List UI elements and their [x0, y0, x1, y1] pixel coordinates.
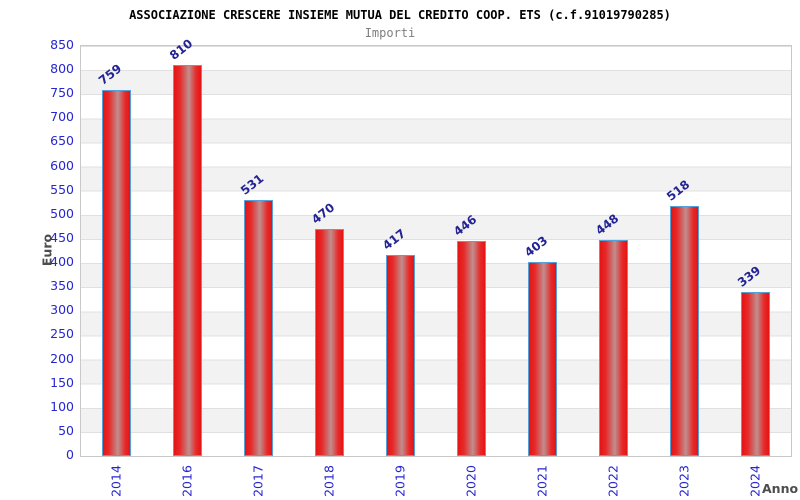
y-tick-label: 150	[50, 374, 74, 390]
bar	[741, 292, 770, 456]
bar	[244, 199, 273, 456]
chart-title: ASSOCIAZIONE CRESCERE INSIEME MUTUA DEL …	[129, 8, 671, 22]
y-tick-label: 650	[50, 133, 74, 149]
bar-value-label: 403	[521, 232, 550, 260]
bar-value-label: 810	[166, 36, 195, 64]
y-tick-label: 500	[50, 205, 74, 221]
y-tick-label: 550	[50, 181, 74, 197]
y-tick-label: 700	[50, 109, 74, 125]
y-tick-label: 300	[50, 302, 74, 318]
y-tick-label: 50	[58, 422, 74, 438]
chart-subtitle: Importi	[364, 26, 416, 40]
bar-value-label: 470	[308, 200, 337, 228]
x-tick-label: 2014	[108, 465, 123, 497]
bar-value-label: 531	[237, 171, 266, 198]
y-tick-label: 0	[66, 447, 74, 462]
x-tick-label: 2017	[250, 465, 265, 497]
bar	[102, 89, 131, 456]
x-tick-label: 2019	[392, 465, 407, 497]
x-tick-label: 2021	[534, 465, 549, 497]
x-tick-label: 2018	[321, 465, 336, 497]
x-tick-label: 2022	[605, 465, 620, 497]
y-tick-label: 800	[50, 61, 74, 77]
bar	[386, 254, 415, 456]
bar-value-label: 518	[663, 177, 692, 204]
x-tick-label: 2020	[463, 465, 478, 497]
bar	[315, 229, 344, 456]
bar	[670, 206, 699, 456]
y-tick-label: 850	[50, 37, 74, 52]
bar-value-label: 417	[379, 226, 408, 253]
y-tick-label: 450	[50, 229, 74, 245]
x-tick-label: 2023	[676, 465, 691, 497]
plot-area: 759 810 531 470 417 446 403 448 518 339	[80, 37, 792, 457]
y-tick-label: 250	[50, 326, 74, 342]
bar	[528, 261, 557, 456]
y-tick-label: 400	[50, 254, 74, 270]
bar-value-label: 446	[450, 212, 479, 239]
y-tick-label: 350	[50, 278, 74, 294]
bar-value-label: 339	[734, 263, 763, 291]
y-tick-label: 200	[50, 350, 74, 366]
y-tick-label: 600	[50, 157, 74, 173]
x-tick-label: 2024	[747, 465, 762, 497]
x-axis-title: Anno	[762, 481, 799, 496]
bar	[457, 240, 486, 456]
bar-value-label: 759	[95, 61, 124, 88]
bar	[599, 239, 628, 456]
bar	[173, 65, 202, 456]
y-tick-label: 100	[50, 398, 74, 414]
bar-value-label: 448	[592, 211, 621, 238]
y-tick-label: 750	[50, 85, 74, 101]
x-tick-label: 2016	[179, 465, 194, 497]
